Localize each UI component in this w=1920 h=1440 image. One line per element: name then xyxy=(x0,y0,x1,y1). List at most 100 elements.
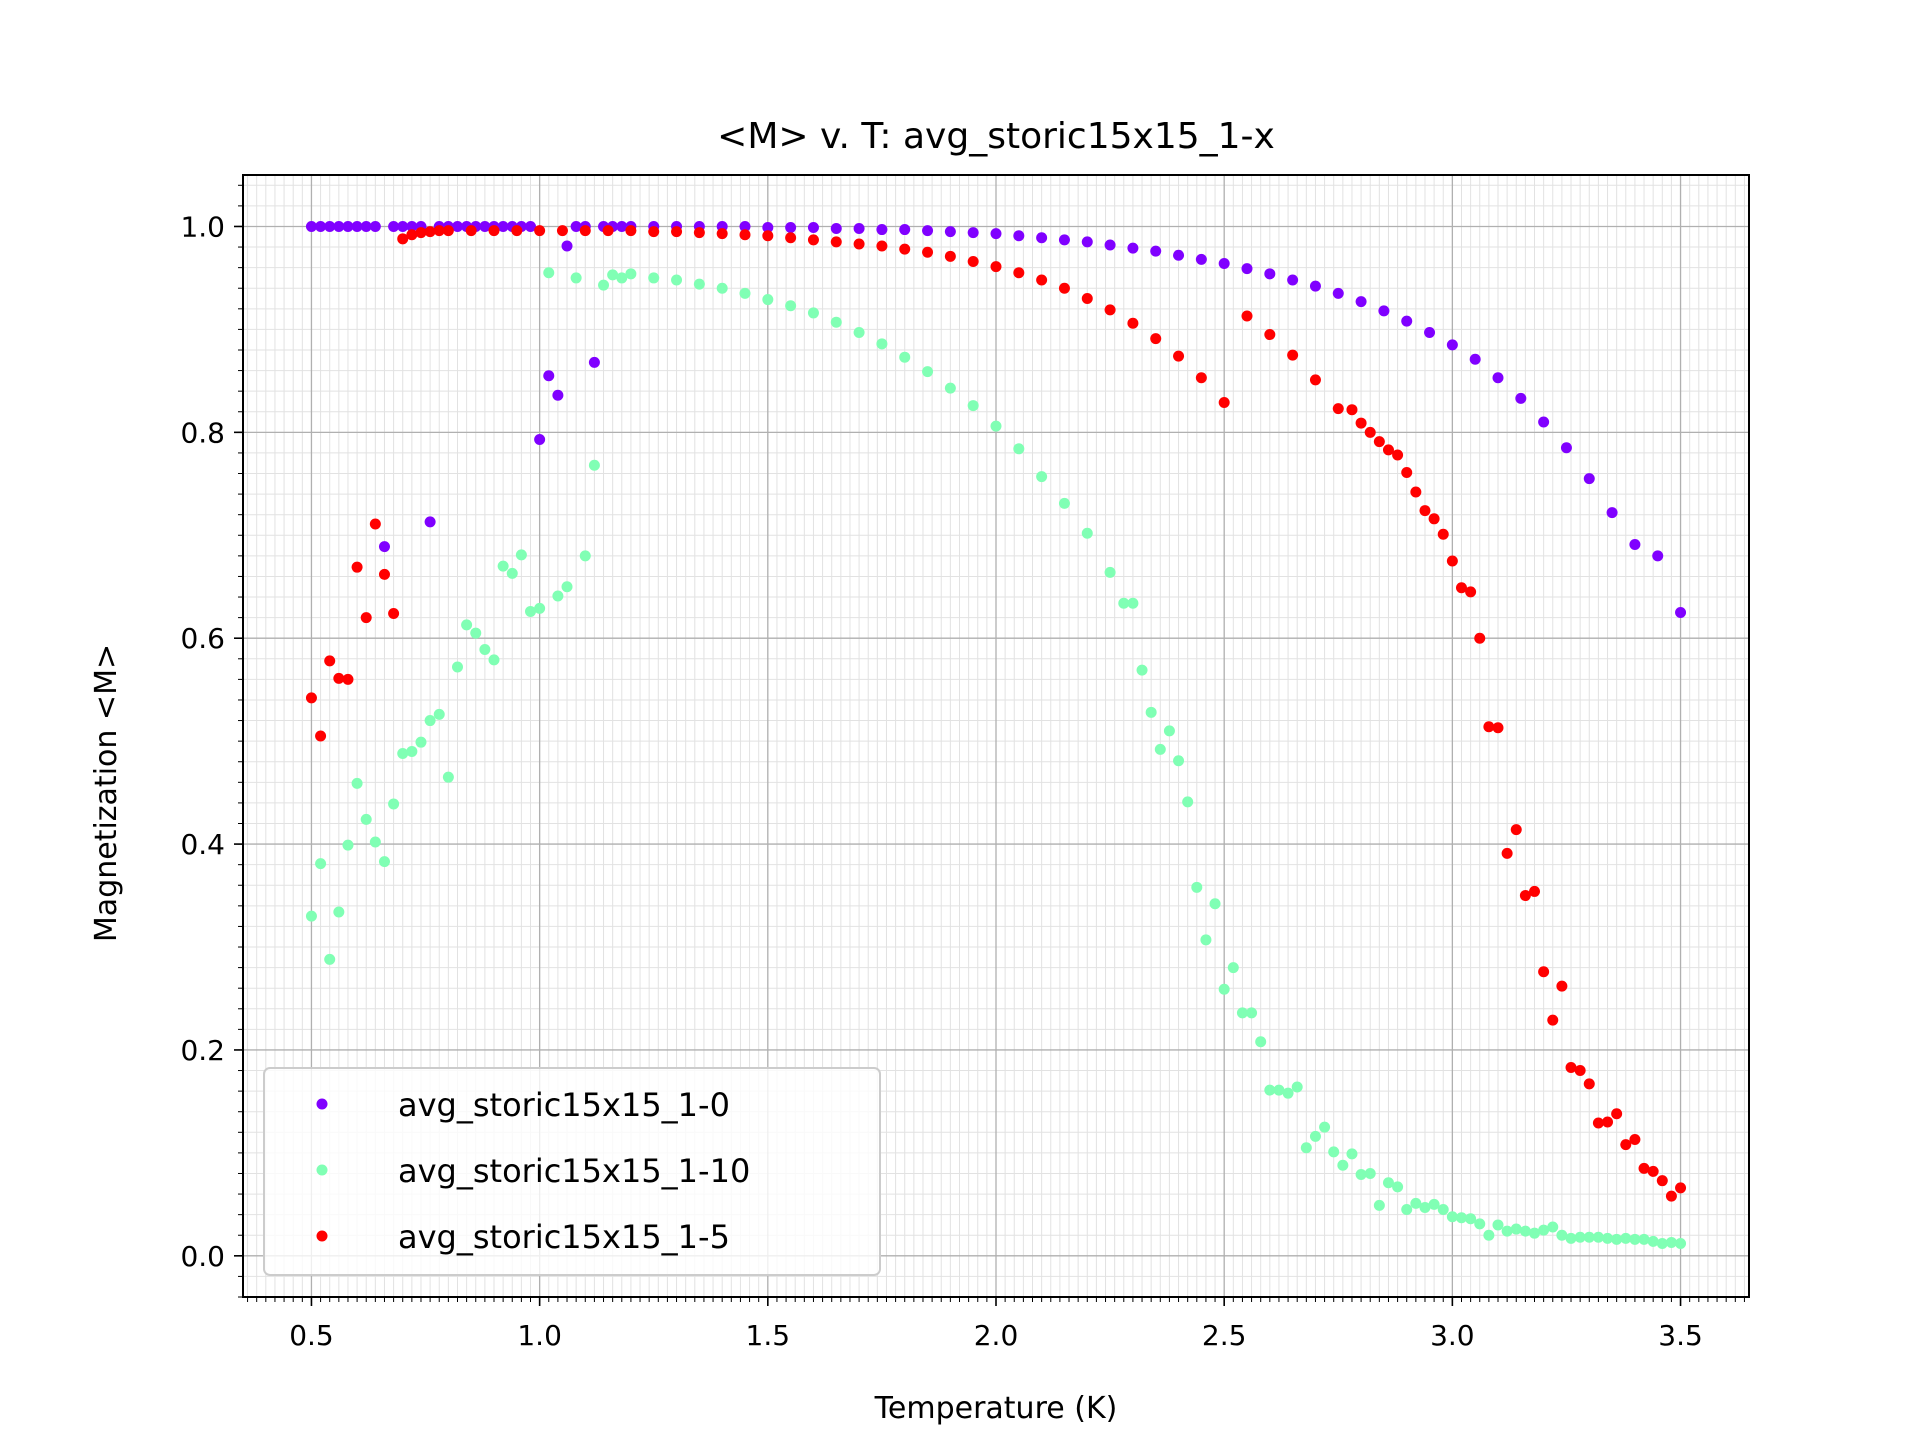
data-point-series-1 xyxy=(369,836,381,848)
chart-title: <M> v. T: avg_storic15x15_1-x xyxy=(717,116,1275,157)
data-point-series-1 xyxy=(1346,1148,1358,1160)
data-point-series-1 xyxy=(1355,1169,1367,1181)
data-point-series-1 xyxy=(625,268,637,280)
data-point-series-1 xyxy=(570,272,582,284)
data-point-series-1 xyxy=(1191,881,1203,893)
data-point-series-2 xyxy=(1620,1139,1632,1151)
data-point-series-1 xyxy=(1483,1229,1495,1241)
data-point-series-0 xyxy=(1424,326,1436,338)
data-point-series-0 xyxy=(552,389,564,401)
data-point-series-1 xyxy=(588,459,600,471)
data-point-series-2 xyxy=(360,612,372,624)
data-point-series-1 xyxy=(607,269,619,281)
data-point-series-0 xyxy=(1675,606,1687,618)
x-tick-label: 3.5 xyxy=(1658,1319,1703,1352)
data-point-series-1 xyxy=(1218,983,1230,995)
data-point-series-1 xyxy=(1282,1087,1294,1099)
y-tick-label: 0.2 xyxy=(180,1034,225,1067)
data-point-series-1 xyxy=(1538,1224,1550,1236)
data-point-series-1 xyxy=(315,858,327,870)
data-point-series-1 xyxy=(360,813,372,825)
data-point-series-2 xyxy=(1364,426,1376,438)
data-point-series-1 xyxy=(1273,1084,1285,1096)
data-point-series-2 xyxy=(1419,505,1431,517)
data-point-series-1 xyxy=(1337,1159,1349,1171)
data-point-series-0 xyxy=(1195,253,1207,265)
data-point-series-1 xyxy=(1209,898,1221,910)
data-point-series-2 xyxy=(342,673,354,685)
y-tick-label: 1.0 xyxy=(180,210,225,243)
data-point-series-2 xyxy=(1647,1165,1659,1177)
data-point-series-2 xyxy=(785,232,797,244)
data-point-series-1 xyxy=(1401,1204,1413,1216)
data-point-series-0 xyxy=(351,220,363,232)
data-point-series-2 xyxy=(1675,1182,1687,1194)
data-point-series-0 xyxy=(333,220,345,232)
x-tick-label: 1.0 xyxy=(517,1319,562,1352)
data-point-series-1 xyxy=(534,602,546,614)
data-point-series-1 xyxy=(853,326,865,338)
data-point-series-0 xyxy=(1173,249,1185,261)
data-point-series-0 xyxy=(1583,473,1595,485)
data-point-series-1 xyxy=(1565,1232,1577,1244)
data-point-series-2 xyxy=(1173,350,1185,362)
y-tick-label: 0.4 xyxy=(180,828,225,861)
data-point-series-0 xyxy=(1150,245,1162,257)
data-point-series-1 xyxy=(1592,1231,1604,1243)
data-point-series-1 xyxy=(415,736,427,748)
data-point-series-2 xyxy=(1081,293,1093,305)
data-point-series-2 xyxy=(739,229,751,241)
data-point-series-2 xyxy=(1287,349,1299,361)
y-tick-label: 0.8 xyxy=(180,416,225,449)
data-point-series-0 xyxy=(543,370,555,382)
data-point-series-1 xyxy=(424,715,436,727)
x-tick-label: 1.5 xyxy=(746,1319,791,1352)
data-point-series-2 xyxy=(876,240,888,252)
data-point-series-1 xyxy=(397,747,409,759)
data-point-series-2 xyxy=(406,229,418,241)
data-point-series-2 xyxy=(1565,1061,1577,1073)
data-point-series-2 xyxy=(648,226,660,238)
data-point-series-0 xyxy=(561,240,573,252)
axis-ticks xyxy=(234,184,1745,1306)
tick-labels: 0.5 1.0 1.5 2.0 2.5 3.0 3.5 0.0 0.2 0.4 0.6 0.8 1.0 xyxy=(180,210,1702,1352)
data-point-series-1 xyxy=(1081,527,1093,539)
data-point-series-1 xyxy=(488,654,500,666)
data-point-series-0 xyxy=(324,220,336,232)
data-point-series-2 xyxy=(625,225,637,237)
data-point-series-2 xyxy=(1218,396,1230,408)
data-point-series-1 xyxy=(671,274,683,286)
data-point-series-1 xyxy=(1410,1197,1422,1209)
data-point-series-1 xyxy=(1392,1181,1404,1193)
data-point-series-0 xyxy=(1378,305,1390,317)
data-point-series-1 xyxy=(807,307,819,319)
data-point-series-0 xyxy=(1013,230,1025,242)
data-point-series-1 xyxy=(552,590,564,602)
data-point-series-1 xyxy=(1647,1235,1659,1247)
data-point-series-0 xyxy=(990,228,1002,240)
data-point-series-0 xyxy=(1241,263,1253,275)
data-point-series-1 xyxy=(1328,1146,1340,1158)
data-point-series-0 xyxy=(378,541,390,553)
data-point-series-2 xyxy=(1309,374,1321,386)
data-point-series-1 xyxy=(1574,1231,1586,1243)
data-point-series-2 xyxy=(579,225,591,237)
y-tick-label: 0.0 xyxy=(180,1240,225,1273)
data-point-series-0 xyxy=(1515,392,1527,404)
data-point-series-2 xyxy=(1665,1190,1677,1202)
data-point-series-1 xyxy=(351,777,363,789)
data-point-series-1 xyxy=(1501,1225,1513,1237)
legend-label-1-10: avg_storic15x15_1-10 xyxy=(398,1152,750,1190)
data-point-series-2 xyxy=(1602,1116,1614,1128)
data-point-series-0 xyxy=(388,220,400,232)
data-point-series-0 xyxy=(1469,353,1481,365)
data-point-series-0 xyxy=(876,224,888,236)
data-point-series-0 xyxy=(342,220,354,232)
data-point-series-1 xyxy=(1127,597,1139,609)
data-point-series-2 xyxy=(1428,513,1440,525)
data-point-series-2 xyxy=(830,236,842,248)
y-tick-label: 0.6 xyxy=(180,622,225,655)
data-point-series-0 xyxy=(588,356,600,368)
data-point-series-0 xyxy=(853,223,865,235)
data-point-series-0 xyxy=(616,220,628,232)
